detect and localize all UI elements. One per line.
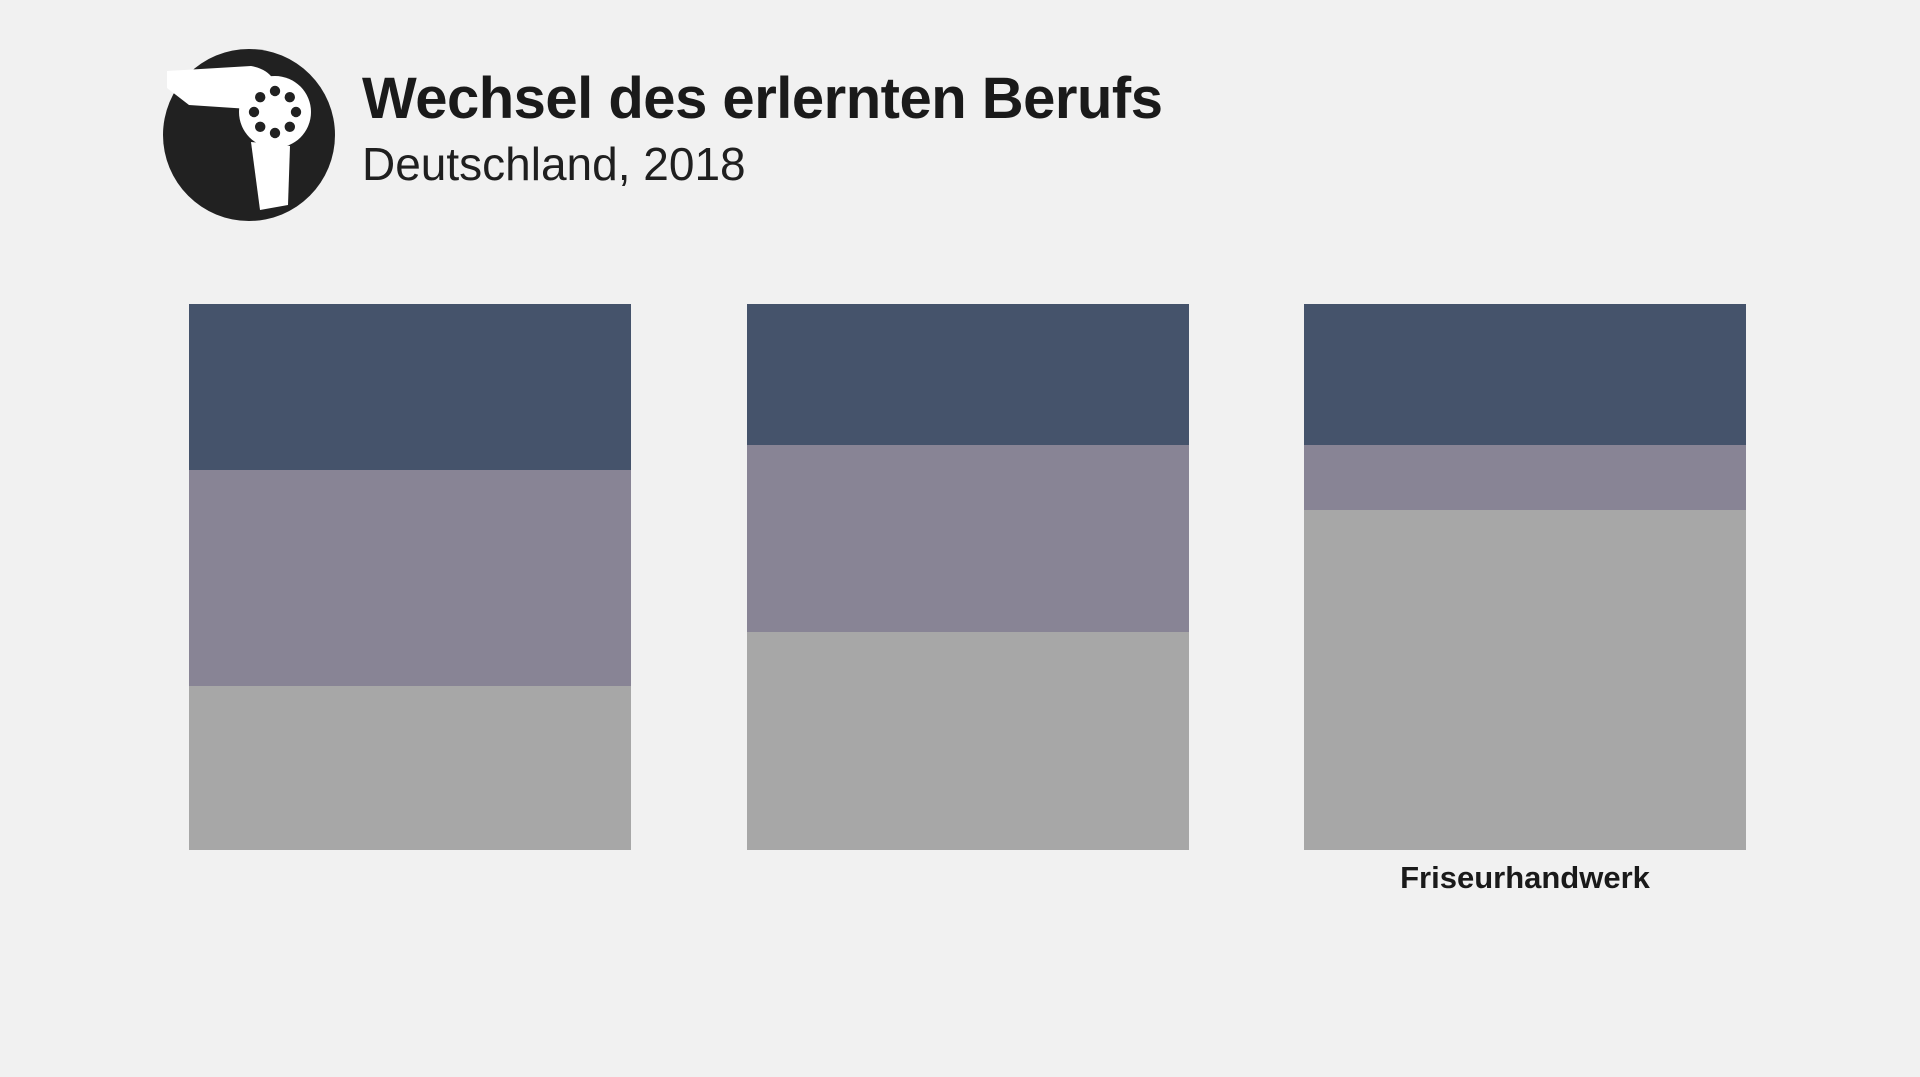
chart-title: Wechsel des erlernten Berufs	[362, 66, 1163, 131]
bar-2-bottom-segment	[747, 631, 1189, 850]
bar-1-bottom-segment	[189, 686, 631, 850]
bar-1-middle-segment	[189, 469, 631, 687]
chart-subtitle: Deutschland, 2018	[362, 137, 746, 190]
stacked-bar-chart	[0, 304, 1920, 850]
bar-3-top-segment	[1304, 304, 1746, 445]
logo	[163, 49, 335, 221]
stacked-bar-1	[189, 304, 631, 850]
header: Wechsel des erlernten Berufs Deutschland…	[362, 64, 1163, 192]
hairdryer-icon	[163, 49, 335, 221]
bar-2-top-segment	[747, 304, 1189, 445]
stacked-bar-3	[1304, 304, 1746, 850]
bar-2-middle-segment	[747, 444, 1189, 632]
stacked-bar-2	[747, 304, 1189, 850]
bar-3-middle-segment	[1304, 444, 1746, 510]
bar-label-friseurhandwerk: Friseurhandwerk	[1400, 860, 1650, 895]
bar-1-top-segment	[189, 304, 631, 470]
bar-3-bottom-segment	[1304, 509, 1746, 850]
